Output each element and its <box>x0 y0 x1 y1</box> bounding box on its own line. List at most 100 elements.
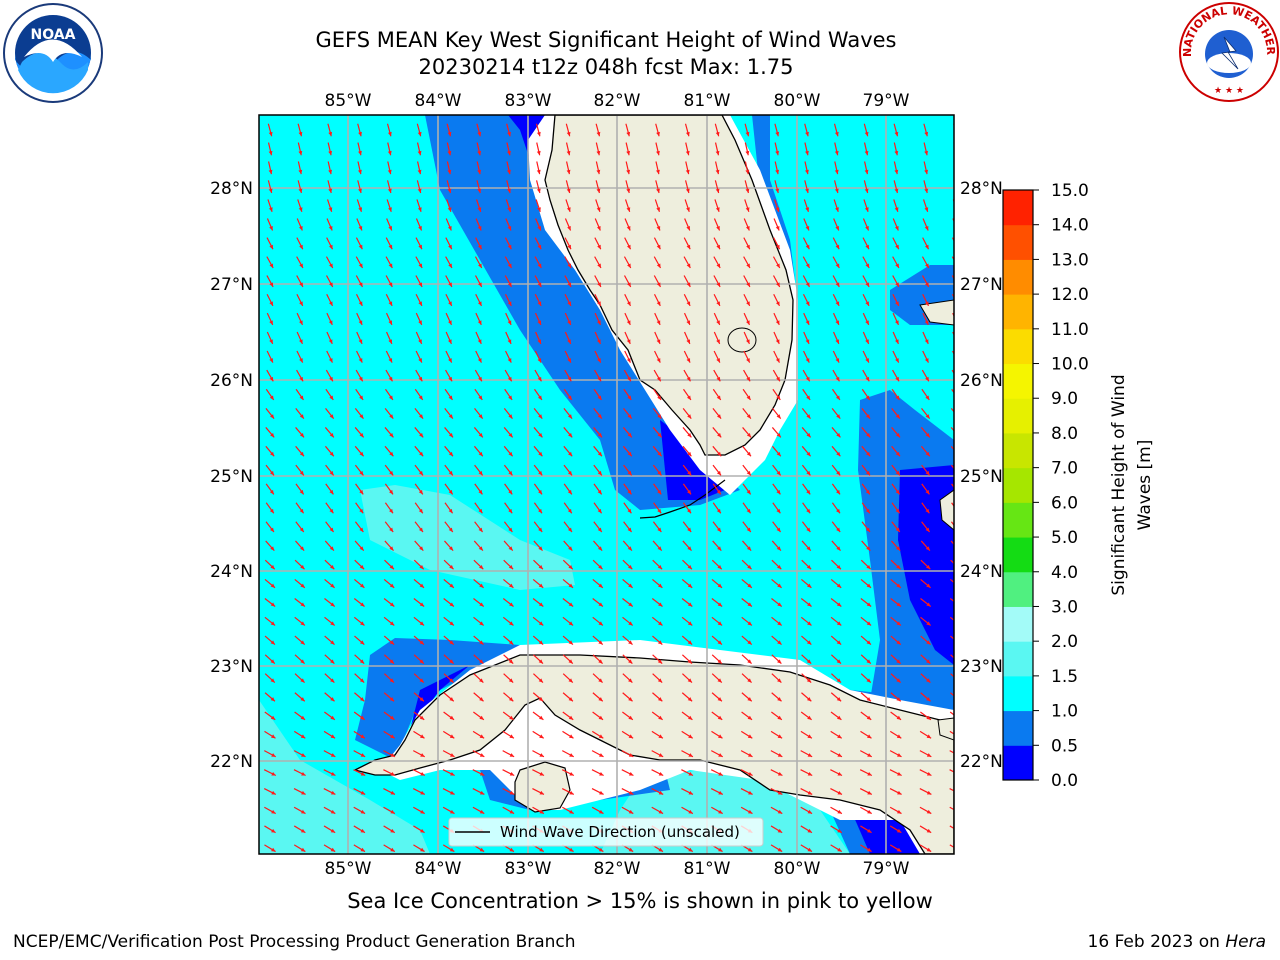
wind-wave-arrow <box>354 445 365 457</box>
wind-wave-arrow <box>652 427 663 438</box>
wind-wave-arrow <box>592 692 604 702</box>
wind-wave-arrow <box>474 483 483 495</box>
wind-wave-arrow <box>384 654 395 665</box>
wind-wave-arrow <box>832 350 840 363</box>
wind-wave-arrow <box>445 218 452 231</box>
wind-wave-arrow <box>742 388 752 401</box>
wind-wave-arrow <box>532 598 544 607</box>
wind-wave-arrow <box>476 161 482 175</box>
wind-wave-arrow <box>502 769 515 777</box>
wind-wave-arrow <box>922 199 929 212</box>
wind-wave-arrow <box>622 598 634 607</box>
wind-wave-arrow <box>831 483 841 495</box>
florida-keys <box>639 479 726 519</box>
wind-wave-arrow <box>265 521 275 533</box>
wind-wave-arrow <box>684 180 690 194</box>
wind-wave-arrow <box>743 350 751 363</box>
wind-wave-arrow <box>564 331 572 345</box>
wind-wave-arrow <box>443 654 454 665</box>
wind-wave-arrow <box>475 294 483 307</box>
wind-wave-arrow <box>890 692 902 702</box>
wind-wave-arrow <box>772 502 781 514</box>
wind-wave-arrow <box>655 123 660 137</box>
wind-wave-arrow <box>653 388 662 401</box>
wind-wave-arrow <box>562 635 574 645</box>
wind-wave-arrow <box>563 445 573 457</box>
wind-wave-arrow <box>475 312 482 326</box>
wind-wave-arrow <box>383 692 395 702</box>
wind-wave-arrow <box>595 161 601 175</box>
wind-wave-arrow <box>354 635 365 645</box>
wind-wave-arrow <box>772 464 782 476</box>
wind-wave-arrow <box>502 730 515 739</box>
wind-wave-arrow <box>623 388 632 401</box>
noaa-logo-text: NOAA <box>31 27 76 43</box>
wind-wave-arrow <box>893 123 899 137</box>
wind-wave-arrow <box>384 540 394 552</box>
wind-wave-arrow <box>625 161 631 175</box>
wind-wave-arrow <box>591 750 604 758</box>
wind-wave-arrow <box>773 218 780 231</box>
wind-wave-arrow <box>297 180 303 194</box>
wind-wave-arrow <box>682 521 692 533</box>
wind-wave-arrow <box>532 730 545 739</box>
wind-wave-arrow <box>502 787 515 796</box>
wind-wave-arrow <box>744 142 750 156</box>
lon-label-bottom: 81°W <box>684 859 731 879</box>
wind-wave-arrow <box>682 502 692 514</box>
wind-wave-arrow <box>445 350 453 363</box>
wind-wave-arrow <box>473 559 484 570</box>
wind-wave-arrow <box>503 445 514 457</box>
wind-wave-arrow <box>325 369 334 382</box>
wind-wave-arrow <box>923 161 929 175</box>
wind-wave-arrow <box>446 199 452 212</box>
wind-wave-arrow <box>802 237 810 250</box>
wind-wave-arrow <box>654 350 661 363</box>
wind-wave-arrow <box>624 350 631 363</box>
wind-wave-arrow <box>803 312 810 326</box>
wind-wave-arrow <box>503 635 514 645</box>
wind-wave-arrow <box>741 559 752 570</box>
wind-wave-arrow <box>742 408 752 419</box>
wind-wave-arrow <box>681 730 694 739</box>
wind-wave-arrow <box>416 199 422 212</box>
wind-wave-arrow <box>920 427 931 438</box>
wind-wave-arrow <box>294 598 306 607</box>
wind-wave-arrow <box>860 616 872 626</box>
colorbar-tick-label: 2.0 <box>1051 632 1078 652</box>
wind-wave-arrow <box>353 806 366 815</box>
wind-wave-arrow <box>654 331 661 345</box>
wind-wave-arrow <box>830 844 843 853</box>
wind-wave-arrow <box>293 730 306 739</box>
wind-wave-arrow <box>327 161 333 175</box>
wind-wave-arrow <box>354 540 365 552</box>
colorbar-swatch <box>1003 745 1033 781</box>
wind-wave-arrow <box>922 331 929 345</box>
wind-wave-arrow <box>652 540 663 552</box>
wind-wave-arrow <box>683 312 691 326</box>
wind-wave-arrow <box>353 825 366 834</box>
wind-wave-arrow <box>801 540 812 552</box>
wind-wave-arrow <box>744 161 750 175</box>
wind-wave-arrow <box>862 369 870 382</box>
wind-wave-arrow <box>803 199 810 212</box>
wind-wave-arrow <box>743 218 750 231</box>
wind-wave-arrow <box>653 369 662 382</box>
wind-wave-arrow <box>474 369 483 382</box>
wind-wave-arrow <box>294 616 306 626</box>
wind-wave-arrow <box>504 237 512 250</box>
wind-wave-arrow <box>476 180 482 194</box>
wind-wave-arrow <box>621 806 634 815</box>
credit-text: NCEP/EMC/Verification Post Processing Pr… <box>13 932 576 952</box>
wind-wave-arrow <box>385 294 393 307</box>
wind-wave-arrow <box>741 654 752 665</box>
wind-wave-arrow <box>266 256 274 269</box>
wind-wave-arrow <box>355 237 363 250</box>
wind-wave-arrow <box>593 521 603 533</box>
lon-label-top: 82°W <box>594 91 641 111</box>
lon-label-top: 81°W <box>684 91 731 111</box>
wind-wave-arrow <box>383 598 395 607</box>
wind-wave-arrow <box>622 427 633 438</box>
wind-wave-arrow <box>713 237 721 250</box>
wind-wave-arrow <box>327 180 333 194</box>
